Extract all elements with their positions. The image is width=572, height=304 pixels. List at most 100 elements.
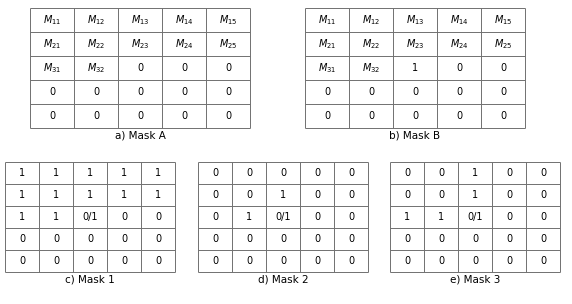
Text: 0: 0	[506, 234, 512, 244]
Text: 1: 1	[155, 168, 161, 178]
Text: 0: 0	[181, 111, 187, 121]
Text: $M_{13}$: $M_{13}$	[131, 13, 149, 27]
Text: 0: 0	[540, 168, 546, 178]
Text: 0: 0	[246, 190, 252, 200]
Text: 1: 1	[53, 190, 59, 200]
Text: a) Mask A: a) Mask A	[114, 130, 165, 140]
Text: 0: 0	[53, 256, 59, 266]
Text: 0: 0	[506, 212, 512, 222]
Text: 0: 0	[314, 256, 320, 266]
Text: 1: 1	[121, 168, 127, 178]
Text: 0: 0	[472, 234, 478, 244]
Text: 0: 0	[280, 256, 286, 266]
Text: 0: 0	[53, 234, 59, 244]
Text: $M_{12}$: $M_{12}$	[87, 13, 105, 27]
Text: 0: 0	[19, 234, 25, 244]
Text: $M_{15}$: $M_{15}$	[494, 13, 513, 27]
Text: c) Mask 1: c) Mask 1	[65, 274, 115, 284]
Text: 0: 0	[212, 212, 218, 222]
Text: $M_{15}$: $M_{15}$	[219, 13, 237, 27]
Text: 0: 0	[506, 168, 512, 178]
Text: 0: 0	[324, 87, 330, 97]
Text: 0: 0	[404, 234, 410, 244]
Text: $M_{14}$: $M_{14}$	[450, 13, 468, 27]
Text: 0: 0	[93, 87, 99, 97]
Text: 0: 0	[246, 234, 252, 244]
Text: 0: 0	[348, 168, 354, 178]
Text: 0: 0	[314, 234, 320, 244]
Text: 0: 0	[438, 190, 444, 200]
Text: 1: 1	[155, 190, 161, 200]
Text: $M_{32}$: $M_{32}$	[362, 61, 380, 75]
Text: 0: 0	[500, 87, 506, 97]
Text: 0: 0	[500, 111, 506, 121]
Text: $M_{21}$: $M_{21}$	[318, 37, 336, 51]
Text: 1: 1	[404, 212, 410, 222]
Text: 0: 0	[121, 234, 127, 244]
Text: 0: 0	[121, 212, 127, 222]
Text: 0: 0	[368, 111, 374, 121]
Text: 1: 1	[53, 168, 59, 178]
Text: 1: 1	[19, 168, 25, 178]
Text: $M_{24}$: $M_{24}$	[174, 37, 193, 51]
Text: 0: 0	[506, 190, 512, 200]
Text: $M_{23}$: $M_{23}$	[406, 37, 424, 51]
Text: 0: 0	[540, 212, 546, 222]
Text: 0: 0	[540, 190, 546, 200]
Text: 0: 0	[181, 63, 187, 73]
Text: 0: 0	[155, 234, 161, 244]
Text: 0: 0	[348, 212, 354, 222]
Text: $M_{25}$: $M_{25}$	[494, 37, 513, 51]
Text: 0: 0	[280, 168, 286, 178]
Text: $M_{25}$: $M_{25}$	[219, 37, 237, 51]
Text: $M_{24}$: $M_{24}$	[450, 37, 468, 51]
Text: 0: 0	[181, 87, 187, 97]
Text: 1: 1	[246, 212, 252, 222]
Text: 1: 1	[472, 190, 478, 200]
Text: 0: 0	[472, 256, 478, 266]
Text: 0: 0	[348, 256, 354, 266]
Text: 0: 0	[87, 234, 93, 244]
Text: 0: 0	[540, 256, 546, 266]
Text: 1: 1	[53, 212, 59, 222]
Text: 0: 0	[212, 256, 218, 266]
Text: 0: 0	[348, 190, 354, 200]
Text: 0: 0	[225, 87, 231, 97]
Text: 0: 0	[314, 168, 320, 178]
Text: 1: 1	[472, 168, 478, 178]
Text: 0: 0	[456, 111, 462, 121]
Text: 0: 0	[137, 111, 143, 121]
Text: 0: 0	[314, 212, 320, 222]
Text: 0: 0	[87, 256, 93, 266]
Text: 0: 0	[212, 168, 218, 178]
Text: $M_{31}$: $M_{31}$	[43, 61, 61, 75]
Text: 0: 0	[438, 234, 444, 244]
Text: 0: 0	[314, 190, 320, 200]
Text: 1: 1	[87, 168, 93, 178]
Text: 0: 0	[368, 87, 374, 97]
Text: 0: 0	[137, 63, 143, 73]
Text: 0: 0	[155, 256, 161, 266]
Text: 0: 0	[280, 234, 286, 244]
Text: 0: 0	[438, 168, 444, 178]
Text: $M_{23}$: $M_{23}$	[131, 37, 149, 51]
Text: 0/1: 0/1	[467, 212, 483, 222]
Text: 0: 0	[137, 87, 143, 97]
Text: 0: 0	[456, 63, 462, 73]
Text: $M_{22}$: $M_{22}$	[362, 37, 380, 51]
Text: 0: 0	[225, 111, 231, 121]
Text: 0: 0	[324, 111, 330, 121]
Text: 0: 0	[412, 87, 418, 97]
Text: 1: 1	[19, 212, 25, 222]
Text: 0: 0	[456, 87, 462, 97]
Text: $M_{14}$: $M_{14}$	[174, 13, 193, 27]
Text: 1: 1	[87, 190, 93, 200]
Text: 0: 0	[404, 190, 410, 200]
Text: 1: 1	[121, 190, 127, 200]
Text: 1: 1	[412, 63, 418, 73]
Text: 0: 0	[500, 63, 506, 73]
Text: $M_{11}$: $M_{11}$	[318, 13, 336, 27]
Text: 0: 0	[225, 63, 231, 73]
Text: 0: 0	[438, 256, 444, 266]
Text: 0: 0	[93, 111, 99, 121]
